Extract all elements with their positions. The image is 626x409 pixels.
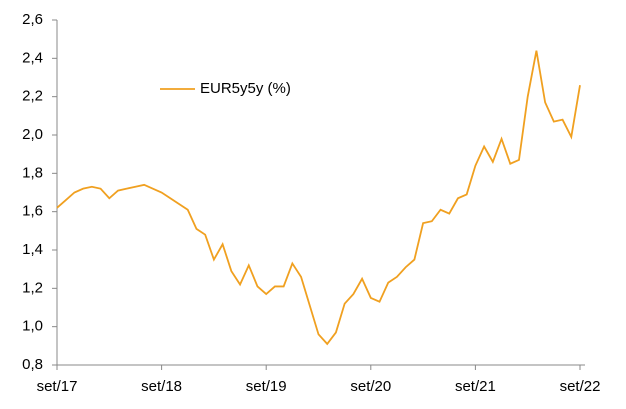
x-tick-label: set/19 xyxy=(246,378,287,395)
x-tick-label: set/22 xyxy=(560,378,601,395)
y-tick-label: 1,4 xyxy=(22,241,43,258)
x-tick-label: set/18 xyxy=(141,378,182,395)
y-tick-label: 2,6 xyxy=(22,11,43,28)
x-tick-label: set/20 xyxy=(350,378,391,395)
x-tick-label: set/21 xyxy=(455,378,496,395)
y-tick-label: 2,2 xyxy=(22,88,43,105)
y-tick-label: 2,0 xyxy=(22,126,43,143)
x-tick-label: set/17 xyxy=(37,378,78,395)
y-tick-label: 1,8 xyxy=(22,164,43,181)
data-line xyxy=(56,50,581,346)
y-tick-label: 2,4 xyxy=(22,49,43,66)
legend-label: EUR5y5y (%) xyxy=(200,80,291,97)
y-tick-label: 1,6 xyxy=(22,203,43,220)
y-tick-label: 1,0 xyxy=(22,318,43,335)
y-tick-label: 0,8 xyxy=(22,356,43,373)
y-tick-label: 1,2 xyxy=(22,279,43,296)
